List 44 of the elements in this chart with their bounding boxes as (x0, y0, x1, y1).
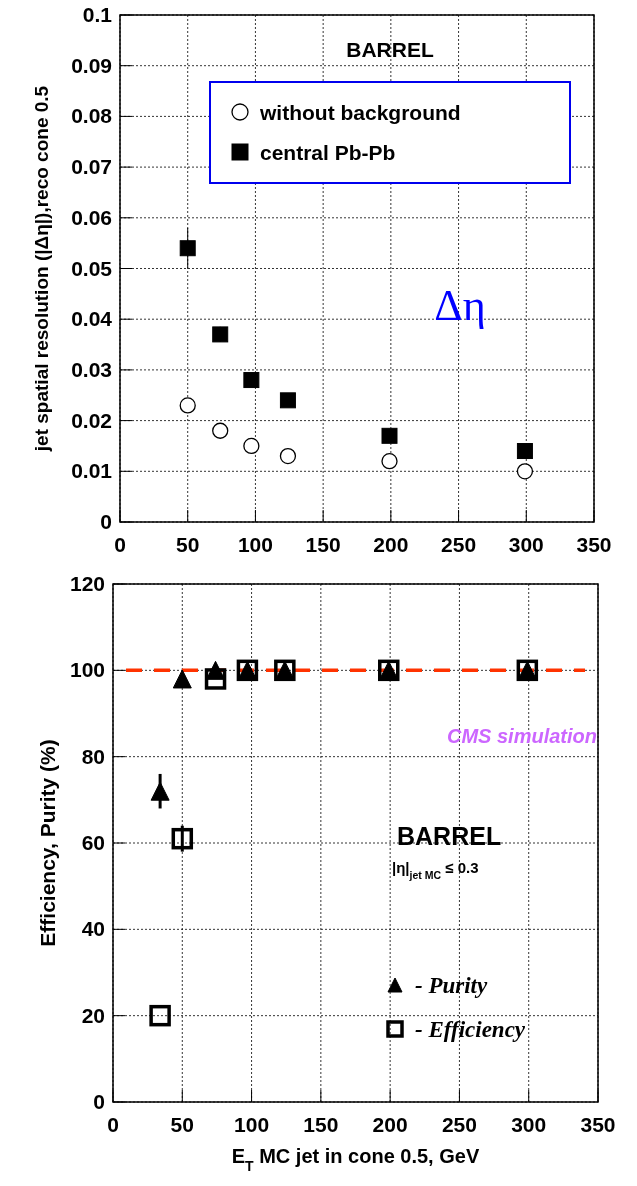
x-axis-title: E$_{T}$ MC jet in cone 0.5, GeV (231, 1145, 480, 1174)
y-tick-label: 0.09 (71, 53, 112, 77)
legend-label: - Efficiency (415, 1017, 526, 1042)
y-tick-label: 80 (81, 744, 105, 768)
y-tick-label: 0.01 (71, 459, 113, 483)
legend-label: - Purity (415, 973, 488, 998)
y-tick-label: 0 (93, 1090, 105, 1113)
y-tick-label: 40 (81, 917, 105, 941)
y-tick-label: 0.07 (71, 155, 112, 179)
y-tick-label: 0.05 (71, 256, 113, 280)
annotation: CMS simulation (446, 725, 597, 747)
x-tick-label: 200 (373, 533, 409, 556)
y-tick-label: 100 (69, 658, 105, 682)
annotation: BARREL (397, 822, 502, 850)
y-tick-label: 0.08 (71, 104, 113, 128)
annotation: |η|$_{jet MC}$ ≤ 0.3 (392, 859, 479, 881)
x-tick-label: 100 (237, 533, 273, 556)
x-tick-label: 50 (170, 1113, 194, 1136)
x-tick-label: 150 (305, 533, 341, 556)
x-tick-label: 350 (576, 533, 612, 556)
x-tick-label: 250 (441, 1113, 477, 1136)
y-tick-label: 0.1 (82, 3, 113, 26)
x-tick-label: 50 (176, 533, 200, 556)
y-axis-title: Efficiency, Purity (%) (36, 739, 59, 947)
x-tick-label: 300 (508, 533, 544, 556)
y-axis-title: jet spatial resolution (|Δη|),reco cone 0.5 (31, 85, 52, 453)
y-tick-label: 20 (81, 1003, 105, 1027)
x-tick-label: 350 (580, 1113, 616, 1136)
annotation: Δη (434, 281, 486, 330)
x-tick-label: 200 (372, 1113, 408, 1136)
y-tick-label: 120 (69, 572, 105, 595)
y-tick-label: 0.02 (71, 408, 112, 432)
legend-label: central Pb-Pb (260, 141, 396, 164)
y-tick-label: 60 (81, 831, 105, 854)
x-tick-label: 100 (234, 1113, 270, 1136)
y-tick-label: 0.03 (71, 357, 112, 381)
x-tick-label: 300 (511, 1113, 547, 1136)
x-tick-label: 150 (303, 1113, 339, 1136)
legend-label: without background (259, 101, 461, 124)
y-tick-label: 0.06 (71, 205, 112, 229)
annotation: BARREL (346, 38, 434, 61)
x-tick-label: 250 (441, 533, 477, 556)
y-tick-label: 0 (100, 510, 112, 533)
y-tick-label: 0.04 (71, 307, 113, 331)
